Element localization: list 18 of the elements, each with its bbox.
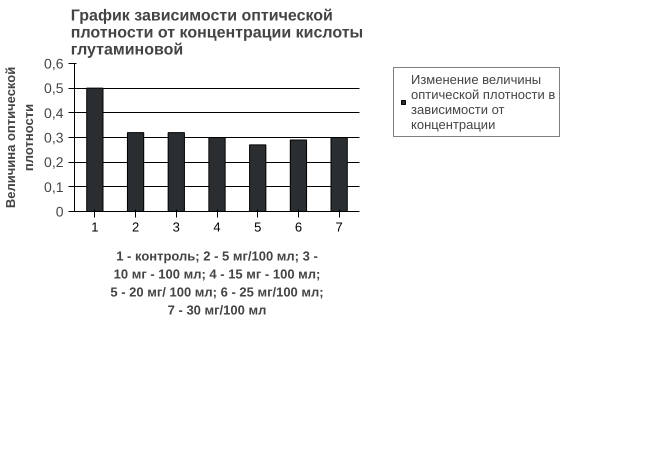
x-tick-label: 6 (294, 220, 302, 234)
x-tick-label: 5 (254, 220, 262, 234)
chart-title: График зависимости оптической плотности от концентрации кислоты глутаминовой (70, 8, 364, 58)
y-tick-label: 0 (56, 204, 64, 220)
y-tick-label: 0,1 (44, 178, 64, 195)
x-tick-label: 4 (213, 220, 221, 234)
y-tick-label: 0,2 (44, 154, 64, 170)
x-tick-label: 2 (132, 220, 140, 234)
x-tick-label: 7 (336, 220, 343, 234)
y-tick-label: 0,3 (44, 130, 64, 146)
x-axis-title: 1 - контроль; 2 - 5 мг/100 мл; 3 - 10 мг - 100 мл; 4 - 15 мг - 100 мл; 5 - 20 мг/ 100 мл; 6 - 25 мг/100 мл; 7 - 30 мг/100 мл (110, 248, 324, 318)
y-tick-label: 0,5 (44, 80, 64, 96)
y-tick-label: 0,6 (44, 56, 64, 72)
y-axis-title: Величина оптической плотности (3, 66, 36, 208)
x-tick-label: 1 (91, 220, 98, 234)
legend-label: Изменение величины оптической плотности в зависимости от концентрации (411, 72, 556, 132)
y-tick-label: 0,4 (44, 104, 64, 121)
x-tick-label: 3 (172, 220, 180, 234)
